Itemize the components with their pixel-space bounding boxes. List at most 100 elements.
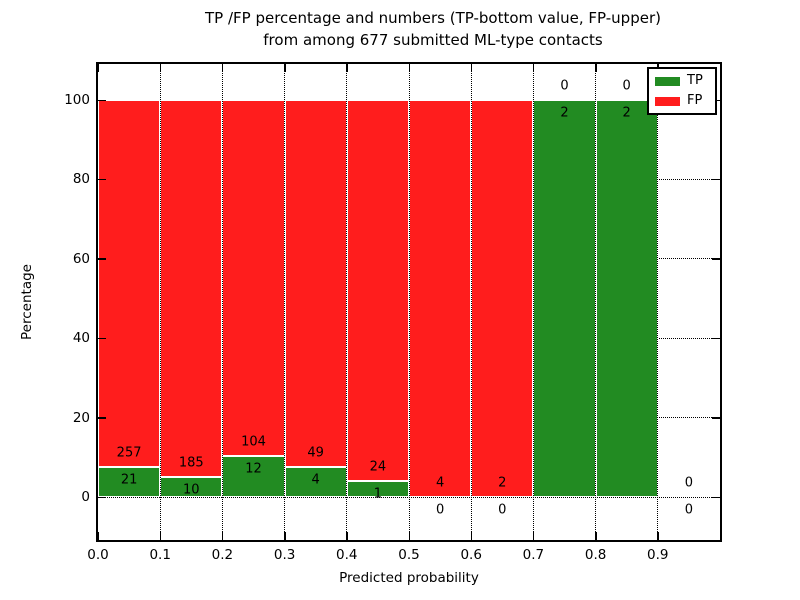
fp-count-label-bin1: 185 — [178, 455, 204, 471]
x-tick-label-0.8: 0.8 — [584, 547, 607, 563]
x-tickmark-top — [159, 64, 162, 72]
x-tickmark-top — [470, 64, 473, 72]
v-gridline-0.4 — [346, 64, 348, 540]
x-tick-label-0.5: 0.5 — [398, 547, 420, 563]
x-tickmark-top — [595, 64, 597, 72]
zero-gridline — [98, 496, 720, 498]
fp-count-label-bin8: 0 — [622, 78, 631, 94]
y-tickmark-left — [98, 496, 106, 498]
fp-count-label-bin7: 0 — [560, 78, 569, 94]
x-tick-label-0.9: 0.9 — [647, 547, 669, 563]
legend-label-tp: TP — [687, 73, 703, 88]
y-tickmark-right — [712, 258, 720, 260]
chart-title-line2: from among 677 submitted ML-type contact… — [263, 31, 603, 49]
tp-count-label-bin7: 2 — [560, 105, 569, 121]
x-tickmark-bottom — [657, 532, 659, 540]
y-tickmark-right — [712, 178, 720, 181]
x-tick-label-0.3: 0.3 — [273, 547, 296, 563]
x-tickmark-bottom — [532, 532, 535, 540]
bar-segment-fp-bin6 — [471, 100, 534, 497]
x-tickmark-bottom — [408, 532, 410, 540]
x-tickmark-bottom — [221, 532, 224, 540]
chart-title-line1: TP /FP percentage and numbers (TP-bottom… — [205, 9, 661, 27]
plot-area: 257 21 185 10 104 12 49 4 24 1 4 0 2 0 0 2 0 2 0 0 — [96, 62, 722, 542]
tp-count-label-bin6: 0 — [498, 502, 507, 518]
y-tickmark-left — [98, 99, 106, 101]
bar-segment-fp-bin4 — [346, 100, 409, 482]
x-tick-label-0.0: 0.0 — [87, 547, 109, 563]
legend-label-fp: FP — [687, 93, 703, 108]
y-tickmark-left — [98, 417, 106, 419]
y-axis-label: Percentage — [19, 264, 35, 340]
bar-segment-tp-bin0 — [98, 467, 161, 497]
x-tickmark-top — [284, 64, 286, 72]
x-tick-label-0.7: 0.7 — [522, 547, 545, 563]
bar-segment-tp-bin2 — [222, 455, 285, 497]
x-tickmark-top — [408, 64, 410, 72]
tp-count-label-bin0: 21 — [120, 472, 138, 488]
y-tick-label-20: 20 — [72, 409, 90, 426]
bar-segment-fp-bin0 — [98, 100, 161, 467]
x-tick-label-0.1: 0.1 — [149, 547, 171, 563]
x-tick-label-0.6: 0.6 — [460, 547, 482, 563]
bar-segment-tp-bin3 — [284, 467, 347, 497]
v-gridline-0.9 — [657, 64, 659, 540]
bar-segment-tp-bin4 — [346, 481, 409, 497]
tp-count-label-bin5: 0 — [435, 502, 445, 518]
v-gridline-0.3 — [284, 64, 286, 540]
legend-entry-tp: TP — [655, 74, 709, 88]
y-tick-label-0: 0 — [81, 489, 90, 505]
tp-count-label-bin3: 4 — [311, 472, 320, 488]
y-tickmark-right — [712, 417, 720, 419]
chart-title: TP /FP percentage and numbers (TP-bottom… — [98, 7, 768, 51]
x-tickmark-top — [97, 64, 99, 72]
v-gridline-0.7 — [532, 64, 534, 540]
fp-color-swatch — [655, 96, 680, 106]
v-gridline-0.6 — [470, 64, 472, 540]
x-tickmark-bottom — [346, 532, 348, 540]
bar-segment-fp-bin1 — [160, 100, 223, 477]
x-axis-label: Predicted probability — [339, 570, 479, 586]
legend-entry-fp: FP — [655, 94, 709, 108]
fp-count-label-bin0: 257 — [116, 445, 142, 461]
y-tick-label-60: 60 — [72, 250, 90, 267]
v-gridline-0.5 — [408, 64, 410, 540]
x-tickmark-top — [532, 64, 535, 72]
bar-segment-tp-bin7 — [533, 100, 596, 497]
tp-count-label-bin9: 0 — [684, 502, 694, 518]
bar-segment-fp-bin5 — [409, 100, 472, 497]
y-tickmark-left — [98, 178, 106, 181]
x-tickmark-bottom — [159, 532, 162, 540]
bar-segment-tp-bin8 — [595, 100, 658, 497]
y-tickmark-left — [98, 258, 106, 260]
bar-segment-fp-bin2 — [222, 100, 285, 456]
tp-count-label-bin8: 2 — [622, 105, 631, 121]
x-tickmark-top — [221, 64, 224, 72]
x-tickmark-bottom — [470, 532, 473, 540]
x-tickmark-bottom — [284, 532, 286, 540]
fp-count-label-bin5: 4 — [435, 475, 445, 491]
fp-count-label-bin3: 49 — [307, 445, 324, 461]
x-tick-label-0.2: 0.2 — [211, 547, 234, 563]
fp-count-label-bin9: 0 — [684, 475, 694, 491]
y-tick-label-80: 80 — [72, 171, 90, 188]
v-gridline-0.1 — [159, 64, 161, 540]
tp-color-swatch — [655, 76, 680, 86]
v-gridline-0.8 — [595, 64, 597, 540]
fp-count-label-bin2: 104 — [241, 434, 266, 450]
y-tickmark-left — [98, 337, 106, 340]
y-tickmark-right — [712, 337, 720, 340]
legend: TP FP — [647, 67, 717, 115]
y-tick-label-40: 40 — [72, 330, 90, 347]
bar-segment-tp-bin1 — [160, 476, 223, 497]
tp-count-label-bin2: 12 — [245, 461, 262, 477]
tp-count-label-bin1: 10 — [183, 482, 200, 498]
tp-count-label-bin4: 1 — [373, 486, 383, 502]
x-tickmark-top — [346, 64, 348, 72]
x-tickmark-bottom — [595, 532, 597, 540]
x-tick-label-0.4: 0.4 — [336, 547, 358, 563]
v-gridline-0.2 — [221, 64, 223, 540]
bar-segment-fp-bin3 — [284, 100, 347, 468]
y-tickmark-right — [712, 496, 720, 498]
